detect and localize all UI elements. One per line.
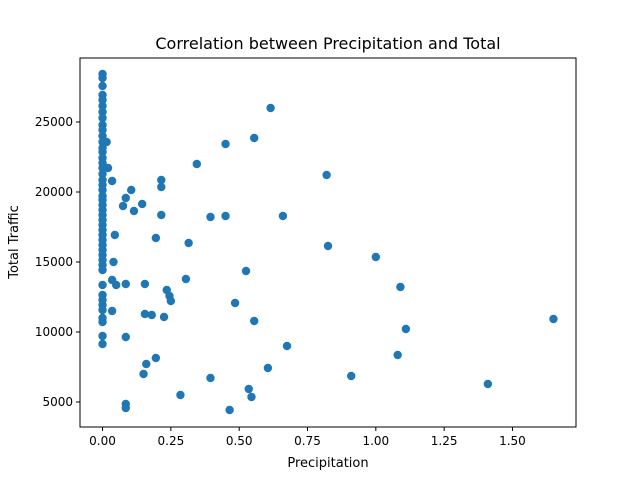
point [98,95,107,105]
x-tick-label: 0.00 [89,434,116,448]
x-tick-label: 0.25 [158,434,185,448]
point [206,373,215,383]
point [121,403,130,413]
point [322,170,331,180]
point [176,390,185,400]
point [206,212,215,222]
point [98,169,107,179]
point [157,210,166,220]
point [98,81,107,91]
point [109,257,118,267]
point [192,159,202,169]
point [98,147,107,157]
point [98,131,107,141]
point [98,265,107,275]
point [157,182,166,192]
x-axis-label: Precipitation [287,456,368,471]
point [393,350,402,360]
point [98,73,107,83]
point [98,101,107,111]
point [98,107,107,117]
point [103,163,113,173]
y-tick-label: 25000 [35,115,73,129]
point [241,266,251,276]
axes-frame [79,57,577,428]
point [250,133,259,143]
point [247,392,256,402]
point [137,199,147,209]
point [121,193,130,203]
point [121,279,130,289]
point [225,405,234,415]
point [266,103,275,113]
point [151,233,161,243]
point [112,280,121,290]
point [282,341,292,351]
point [121,332,130,342]
point [230,298,240,308]
point [396,282,405,292]
point [159,312,169,322]
point [278,211,288,221]
point [166,296,176,306]
point [371,252,381,262]
y-tick-label: 5000 [42,395,73,409]
point [98,305,107,315]
point [142,359,151,369]
y-tick-label: 15000 [35,255,73,269]
point [98,331,107,341]
x-tick-label: 0.75 [294,434,321,448]
x-tick-label: 1.00 [362,434,389,448]
point [221,139,230,149]
x-tick-label: 1.50 [499,434,526,448]
point [157,175,166,185]
point [98,339,107,349]
y-tick-label: 20000 [35,185,73,199]
point [98,125,107,135]
point [140,279,150,289]
point [549,314,558,324]
point [147,310,156,320]
point [347,371,356,381]
point [184,238,193,248]
point [263,363,273,373]
point [244,384,253,394]
point [98,113,107,123]
point [250,316,259,326]
point [107,176,117,186]
y-axis-label: Total Traffic [7,205,22,280]
point [139,369,148,379]
plot [98,69,558,415]
point [140,309,150,319]
point [323,241,333,251]
point [102,137,111,147]
point [98,280,107,290]
point [118,201,128,211]
point [110,230,120,240]
point [129,206,139,216]
chart-title: Correlation between Precipitation and To… [155,34,500,53]
point [483,379,493,389]
x-tick-label: 1.25 [431,434,458,448]
point [151,353,161,363]
point [107,306,117,316]
x-tick-label: 0.50 [226,434,253,448]
point [98,185,107,195]
point [401,324,411,334]
y-tick-label: 10000 [35,325,73,339]
point [221,211,230,221]
point [181,274,191,284]
point [127,185,136,195]
point [98,317,107,327]
